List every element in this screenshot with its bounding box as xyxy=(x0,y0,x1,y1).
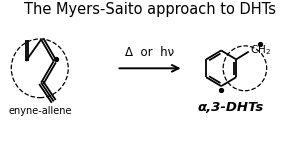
Text: Δ  or  hν: Δ or hν xyxy=(125,46,175,59)
Text: The Myers-Saito approach to DHTs: The Myers-Saito approach to DHTs xyxy=(24,2,276,17)
Text: CH$_2$: CH$_2$ xyxy=(250,43,271,57)
Text: α,3-DHTs: α,3-DHTs xyxy=(198,101,264,114)
Text: enyne-allene: enyne-allene xyxy=(8,106,71,116)
